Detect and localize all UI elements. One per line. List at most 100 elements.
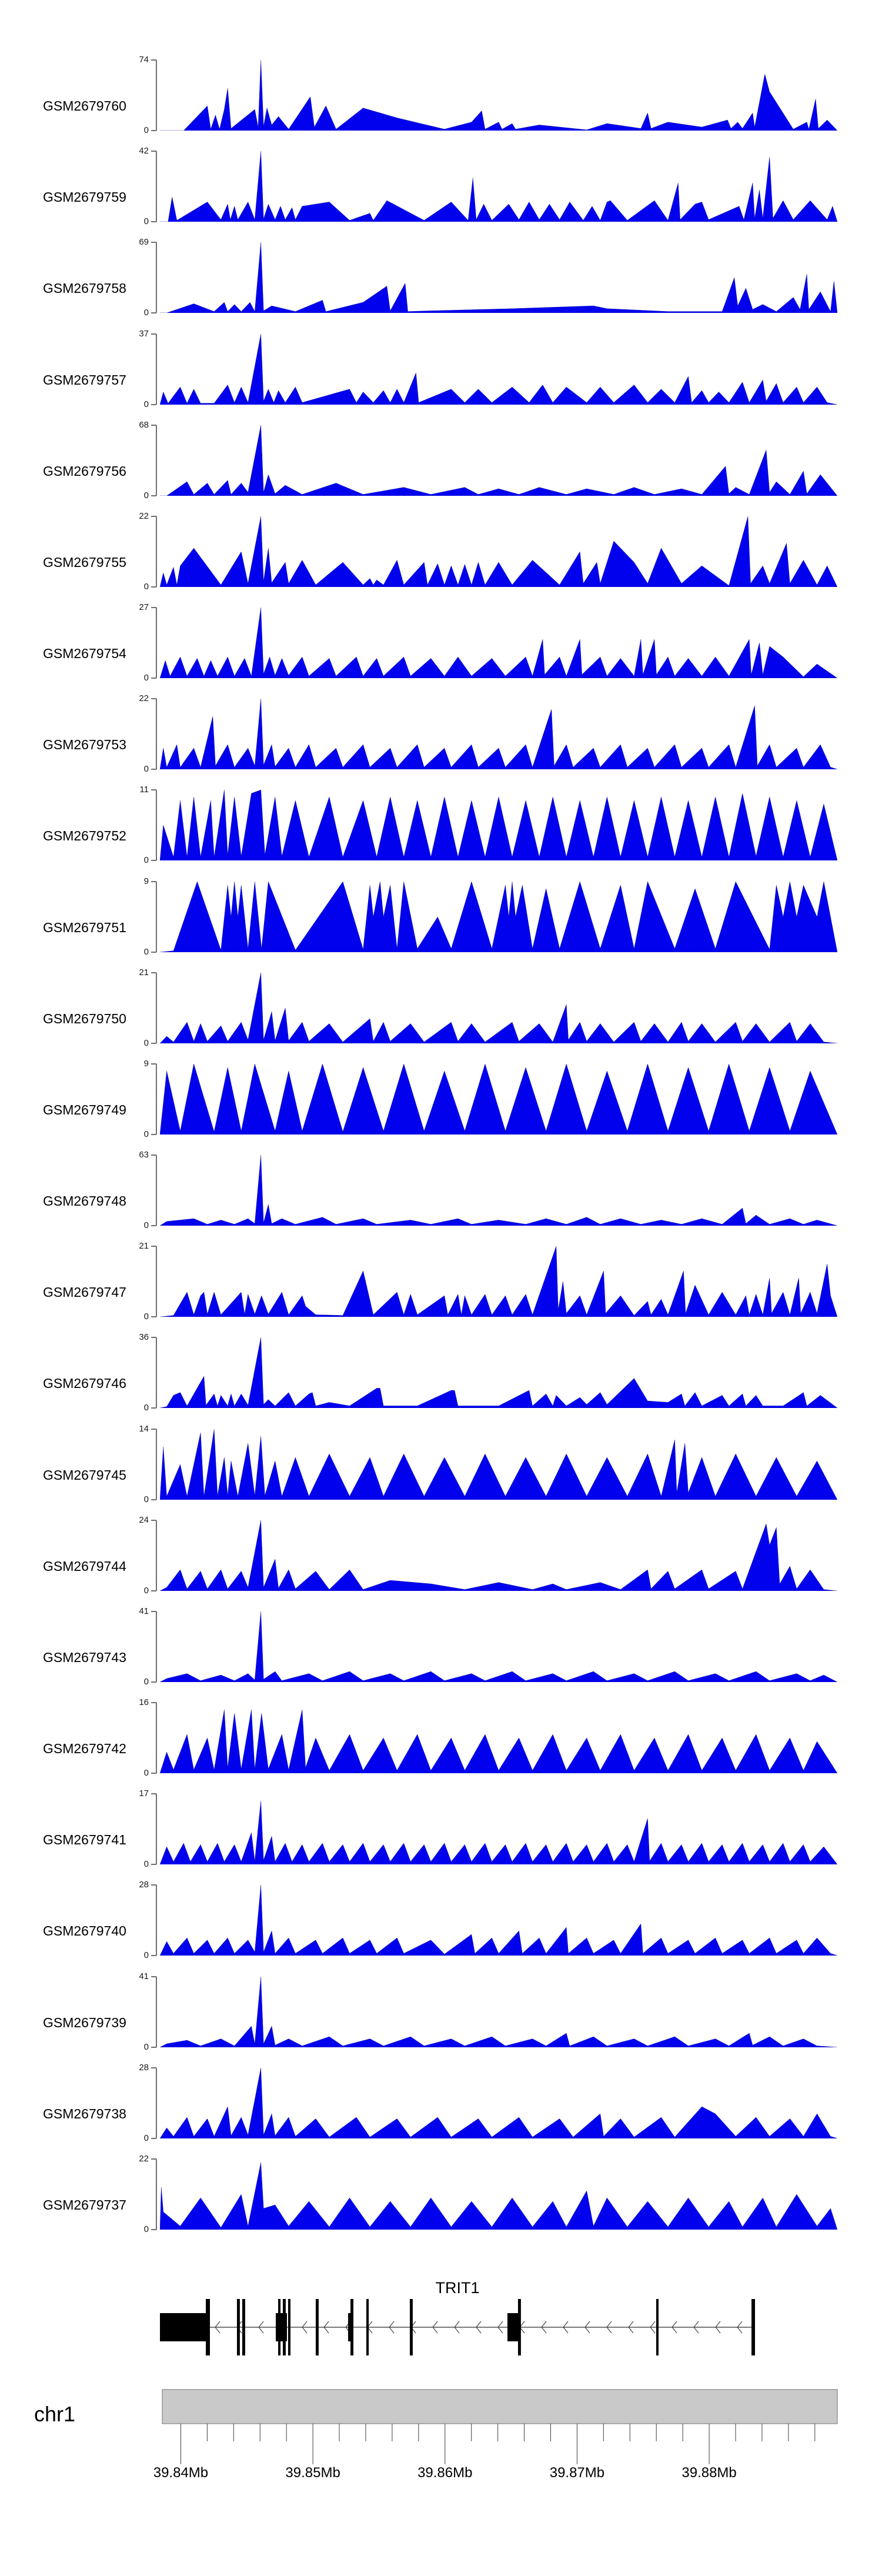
track-label: GSM2679750 [43, 1010, 126, 1026]
strand-arrow-left-icon [628, 2321, 634, 2334]
y-axis-top-tick [151, 1063, 156, 1065]
strand-arrow-left-icon [584, 2321, 590, 2334]
y-axis-top-tick [151, 59, 156, 61]
strand-arrow-left-icon [650, 2321, 656, 2334]
chromosome-axis-track: chr1 39.84Mb 39.85Mb 39.86Mb 39.87Mb 39.88Mb [34, 2389, 838, 2481]
genome-axis-tick-label: 39.86Mb [417, 2465, 472, 2481]
y-axis-top-tick [151, 2067, 156, 2068]
signal-polygon [160, 608, 837, 679]
coverage-signal-area [160, 1611, 837, 1682]
y-axis-bottom-tick [151, 495, 156, 496]
y-axis-zero-label: 0 [143, 1037, 149, 1048]
y-axis-zero-label: 0 [143, 1403, 149, 1413]
y-axis-bottom-tick [151, 1681, 156, 1683]
coverage-signal-area [160, 1337, 837, 1409]
y-axis-top-tick [151, 1154, 156, 1156]
y-axis-line [156, 699, 157, 770]
y-axis-line [156, 1520, 157, 1591]
y-axis-top-tick [151, 972, 156, 973]
track-label: GSM2679744 [43, 1558, 126, 1574]
y-axis-line [156, 1885, 157, 1956]
signal-polygon [160, 425, 837, 496]
coverage-signal-area [160, 1520, 837, 1591]
y-axis-top-tick [151, 1246, 156, 1247]
y-axis-line [156, 1429, 157, 1500]
gene-model-track: TRIT1 [160, 2279, 756, 2355]
track-label: GSM2679751 [43, 919, 126, 935]
coverage-signal-area [160, 1801, 837, 1865]
coverage-signal-area [160, 699, 837, 770]
coverage-signal-area [160, 1710, 837, 1774]
y-axis-max-label: 16 [139, 1697, 149, 1708]
coverage-signal-area [160, 972, 837, 1043]
coverage-signal-area [160, 1155, 837, 1226]
signal-polygon [160, 516, 837, 587]
y-axis-zero-label: 0 [143, 1859, 149, 1870]
track-label: GSM2679741 [43, 1832, 126, 1848]
y-axis-zero-label: 0 [143, 946, 149, 957]
y-axis-max-label: 14 [139, 1423, 149, 1434]
y-axis-bottom-tick [151, 951, 156, 953]
signal-polygon [160, 242, 837, 313]
exon-utr-box [507, 2313, 520, 2341]
signal-polygon [160, 1976, 837, 2047]
strand-arrow-left-icon [606, 2321, 612, 2334]
y-axis-zero-label: 0 [143, 764, 149, 775]
y-axis-zero-label: 0 [143, 216, 149, 227]
signal-polygon [160, 972, 837, 1043]
y-axis-top-tick [151, 242, 156, 243]
track-label: GSM2679739 [43, 2014, 126, 2030]
signal-polygon [160, 1155, 837, 1226]
y-axis-zero-label: 0 [143, 308, 149, 318]
exon-cds-box [409, 2299, 413, 2355]
y-axis-bottom-tick [151, 2228, 156, 2230]
y-axis-line [156, 1976, 157, 2047]
y-axis-bottom-tick [151, 130, 156, 131]
y-axis-top-tick [151, 1702, 156, 1704]
track-label: GSM2679759 [43, 189, 126, 205]
y-axis-bottom-tick [151, 1773, 156, 1774]
y-axis-zero-label: 0 [143, 1129, 149, 1139]
y-axis-line [156, 1155, 157, 1226]
signal-polygon [160, 2067, 837, 2138]
coverage-signal-area [160, 2162, 837, 2230]
track-label: GSM2679746 [43, 1376, 126, 1392]
y-axis-bottom-tick [151, 1864, 156, 1866]
coverage-signal-area [160, 1063, 837, 1134]
coverage-signal-area [160, 1976, 837, 2047]
y-axis-max-label: 22 [139, 510, 149, 521]
signal-polygon [160, 881, 837, 952]
y-axis-line [156, 516, 157, 587]
track-label: GSM2679748 [43, 1193, 126, 1209]
exon-cds-box [282, 2299, 286, 2355]
y-axis-line [156, 1703, 157, 1774]
strand-arrow-left-icon [693, 2321, 699, 2334]
strand-arrow-left-icon [497, 2321, 503, 2334]
y-axis-max-label: 9 [143, 876, 149, 886]
y-axis-max-label: 21 [139, 967, 149, 977]
signal-polygon [160, 2162, 837, 2230]
exon-cds-box [366, 2299, 369, 2355]
y-axis-line [156, 881, 157, 952]
track-label: GSM2679757 [43, 372, 126, 388]
y-axis-zero-label: 0 [143, 125, 149, 135]
y-axis-zero-label: 0 [143, 399, 149, 409]
y-axis-line [156, 2158, 157, 2230]
y-axis-max-label: 24 [139, 1514, 149, 1525]
coverage-signal-area [160, 516, 837, 587]
y-axis-bottom-tick [151, 1499, 156, 1500]
track-label: GSM2679747 [43, 1284, 126, 1300]
strand-arrow-left-icon [258, 2321, 264, 2334]
y-axis-max-label: 36 [139, 1332, 149, 1343]
genome-axis-tick-label: 39.87Mb [550, 2465, 604, 2481]
coverage-signal-area [160, 790, 837, 861]
y-axis-bottom-tick [151, 2046, 156, 2048]
exon-cds-box [517, 2299, 521, 2355]
y-axis-top-tick [151, 789, 156, 791]
y-axis-bottom-tick [151, 678, 156, 679]
track-label: GSM2679737 [43, 2197, 126, 2213]
strand-arrow-left-icon [737, 2321, 743, 2334]
y-axis-top-tick [151, 2158, 156, 2160]
strand-arrow-left-icon [671, 2321, 677, 2334]
exon-cds-box [236, 2299, 240, 2355]
